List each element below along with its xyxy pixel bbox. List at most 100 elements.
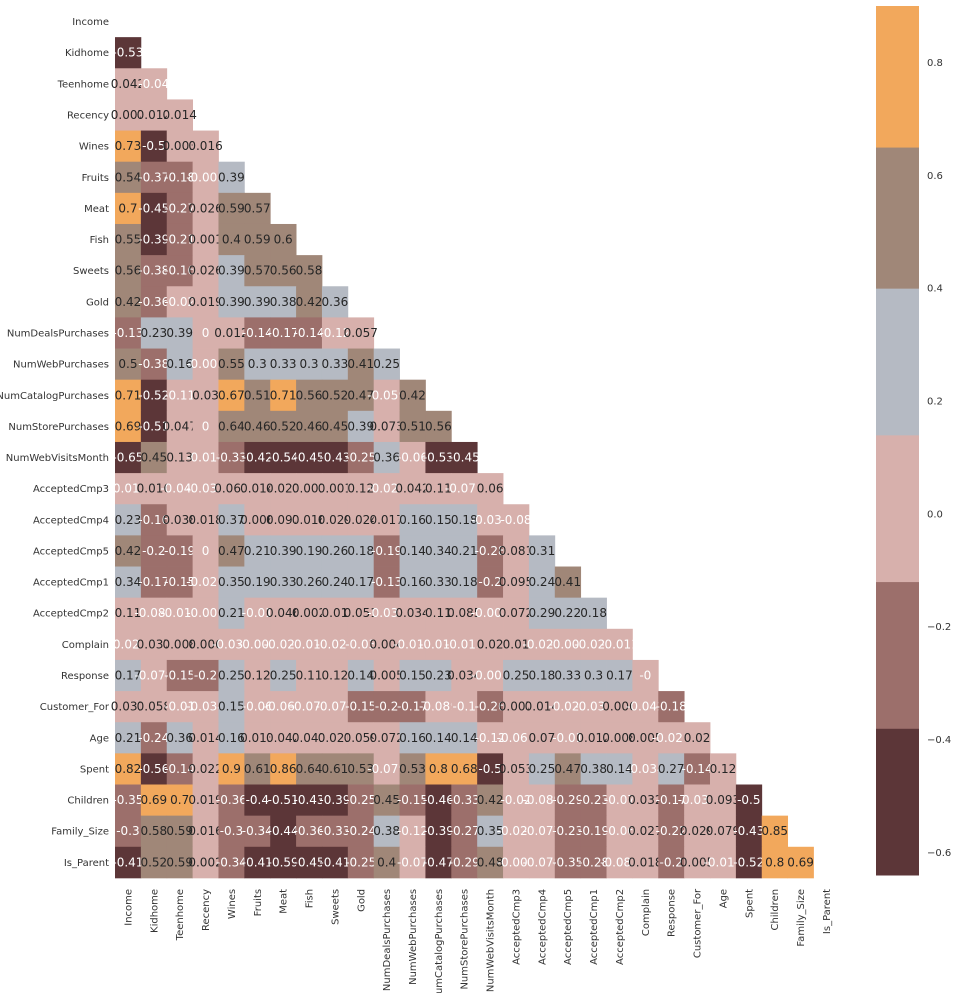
cell-value-label: 0.042 [111,77,145,91]
cell-value-label: -0.061 [497,731,536,745]
cell-value-label: 0.33 [554,669,581,683]
cell-value-label: 0.21 [218,606,245,620]
row-label: Response [61,671,109,682]
heatmap-cell [244,504,271,536]
cell-value-label: -0.54 [268,451,299,465]
heatmap-cell [115,37,142,69]
cell-value-label: -0.03 [345,637,376,651]
colorbar-tick-label: −0.6 [927,848,951,859]
heatmap-cell [451,691,478,723]
heatmap-cell [115,597,142,630]
cell-value-label: -0.53 [423,451,454,465]
heatmap-cell [115,815,142,848]
cell-value-label: 0.25 [218,669,245,683]
heatmap-cell [270,628,297,661]
heatmap-cell [140,473,168,505]
row-label: NumStorePurchases [8,422,109,433]
heatmap-cell [244,722,271,754]
cell-value-label: -0.06 [397,451,428,465]
cell-value-label: -0.13 [371,575,402,589]
heatmap-cell [115,628,142,661]
cell-value-label: -0.006 [497,855,536,869]
cell-value-label: 0.4 [377,855,396,869]
cell-value-label: 0.82 [115,762,142,776]
heatmap-cell [503,504,530,536]
cell-value-label: 0.45 [140,451,167,465]
column-label: NumWebVisitsMonth [486,889,497,992]
cell-value-label: -0 [639,669,651,683]
heatmap-cell [606,784,633,817]
heatmap-cell [347,815,375,848]
cell-value-label: 0.014 [188,731,222,745]
cell-value-label: -0.33 [449,793,480,807]
cell-value-label: -0.02 [500,793,531,807]
colorbar: −0.6 −0.4 −0.2 0.0 0.2 0.4 0.6 0.8 [876,6,951,876]
heatmap-cell [373,473,400,505]
cell-value-label: 0.041 [292,731,326,745]
heatmap-cell [347,504,375,536]
cell-value-label: -0.078 [134,669,173,683]
heatmap-cell [528,535,556,567]
heatmap-cell [321,722,349,754]
row-label: Age [90,733,109,744]
cell-value-label: 0.53 [347,762,374,776]
cell-value-label: -0.5 [737,793,760,807]
cell-value-label: 0.027 [628,824,662,838]
heatmap-cell [710,753,737,785]
row-label: Fruits [82,173,109,184]
heatmap-cell [270,379,297,412]
cell-value-label: 0.14 [399,544,426,558]
column-label: Recency [201,889,212,931]
heatmap-cell [270,753,297,785]
cell-value-label: 0.14 [451,731,478,745]
cell-value-label: -0.34 [216,855,247,869]
cell-value-label: -0.031 [471,513,510,527]
cell-value-label: 0.17 [347,575,374,589]
cell-value-label: 0.085 [447,606,481,620]
heatmap-cell [115,99,142,131]
cell-value-label: 0.07 [528,731,555,745]
heatmap-cell [218,722,245,754]
cell-value-label: 0.021 [266,482,300,496]
heatmap-cell [503,815,530,848]
cell-value-label: 0.57 [244,264,271,278]
heatmap-cell [425,691,452,723]
heatmap-cell [115,192,142,225]
colorbar-tick-label: 0.4 [927,284,943,295]
cell-value-label: -0.23 [552,824,583,838]
heatmap-cell [399,722,426,754]
cell-value-label: 0.21 [115,731,142,745]
heatmap-cell [373,784,400,817]
cell-value-label: -0.41 [242,855,273,869]
heatmap-cell [710,815,737,848]
heatmap-cell [270,597,297,630]
column-labels: Income Kidhome Teenhome Recency Wines Fruits M… [123,888,832,993]
cell-value-label: 0.27 [658,762,685,776]
heatmap-cell [658,691,685,723]
heatmap-cell [632,659,659,692]
cell-value-label: -0.079 [367,762,406,776]
heatmap-cell [140,99,168,131]
cell-value-label: 0.058 [137,700,171,714]
heatmap-cell [632,691,659,723]
heatmap-cell [373,815,400,848]
cell-value-label: -0.27 [449,824,480,838]
cell-value-label: 0.33 [322,357,349,371]
cell-value-label: 0.042 [266,731,300,745]
cell-value-label: -0.36 [293,824,324,838]
heatmap-cell [270,410,297,443]
heatmap-cell [347,597,375,630]
heatmap-cell [244,691,271,723]
heatmap-cell [321,753,349,785]
cell-value-label: 0.016 [188,824,222,838]
heatmap-cell [244,566,271,599]
heatmap-cell [192,317,219,349]
cell-value-label: 0.017 [369,513,403,527]
cell-value-label: 0 [202,544,210,558]
heatmap-cell [192,130,219,163]
heatmap-cell [192,753,219,785]
cell-value-label: -0.19 [578,824,609,838]
heatmap-cell [554,691,582,723]
cell-value-label: 0.12 [347,482,374,496]
cell-value-label: 0.23 [115,513,142,527]
